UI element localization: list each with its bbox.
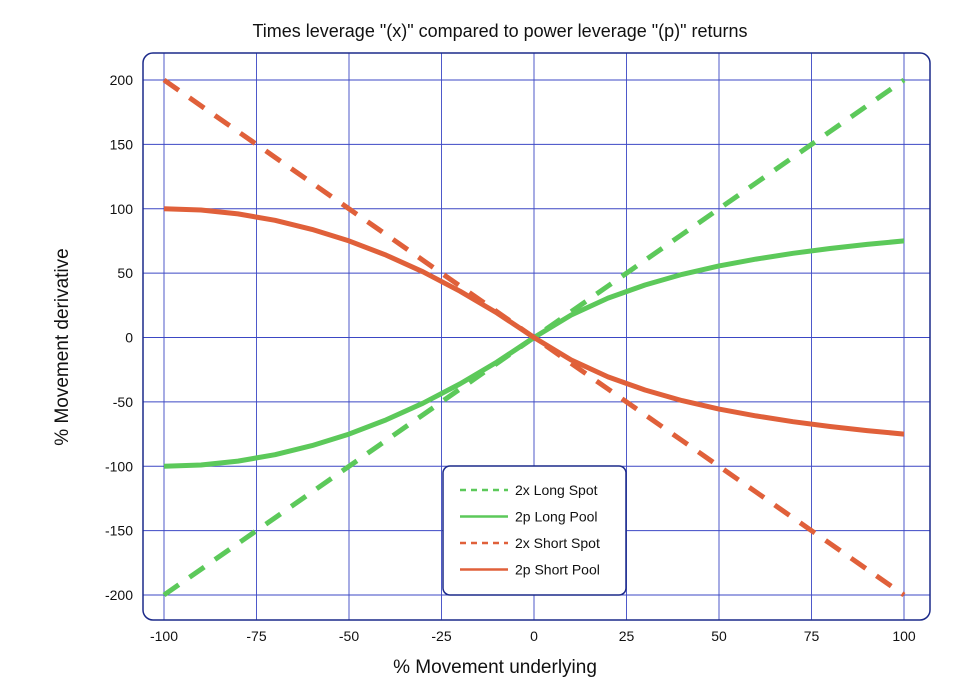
x-axis-label: % Movement underlying (393, 657, 597, 678)
y-tick-labels: 200 150 100 50 0 -50 -100 -150 -200 (105, 72, 133, 603)
legend: 2x Long Spot 2p Long Pool 2x Short Spot 2p … (442, 465, 627, 596)
legend-label: 2x Long Spot (515, 482, 598, 498)
y-tick-label: -100 (105, 458, 133, 474)
x-tick-labels: -100 -75 -50 -25 0 25 50 75 100 (150, 628, 916, 644)
x-tick-label: 100 (892, 628, 916, 644)
x-tick-label: 75 (804, 628, 820, 644)
x-tick-label: -25 (431, 628, 451, 644)
x-tick-label: -100 (150, 628, 178, 644)
series-lines (162, 77, 906, 598)
y-axis-label: % Movement derivative (52, 248, 73, 445)
y-tick-label: 50 (117, 265, 133, 281)
plot-frame (142, 52, 931, 621)
legend-label: 2p Long Pool (515, 509, 598, 525)
y-tick-label: -50 (113, 394, 133, 410)
chart-title: Times leverage "(x)" compared to power l… (252, 21, 747, 41)
y-tick-label: -200 (105, 587, 133, 603)
y-tick-label: 100 (110, 201, 134, 217)
y-tick-label: 150 (110, 136, 134, 152)
x-tick-label: 50 (711, 628, 727, 644)
legend-box (442, 465, 627, 596)
y-tick-label: 0 (125, 330, 133, 346)
x-tick-label: 25 (619, 628, 635, 644)
y-tick-label: 200 (110, 72, 134, 88)
y-tick-label: -150 (105, 523, 133, 539)
x-tick-label: -50 (339, 628, 359, 644)
legend-label: 2x Short Spot (515, 535, 600, 551)
x-tick-label: -75 (246, 628, 266, 644)
x-tick-label: 0 (530, 628, 538, 644)
legend-label: 2p Short Pool (515, 562, 600, 578)
series-2p-short-pool (163, 206, 905, 437)
